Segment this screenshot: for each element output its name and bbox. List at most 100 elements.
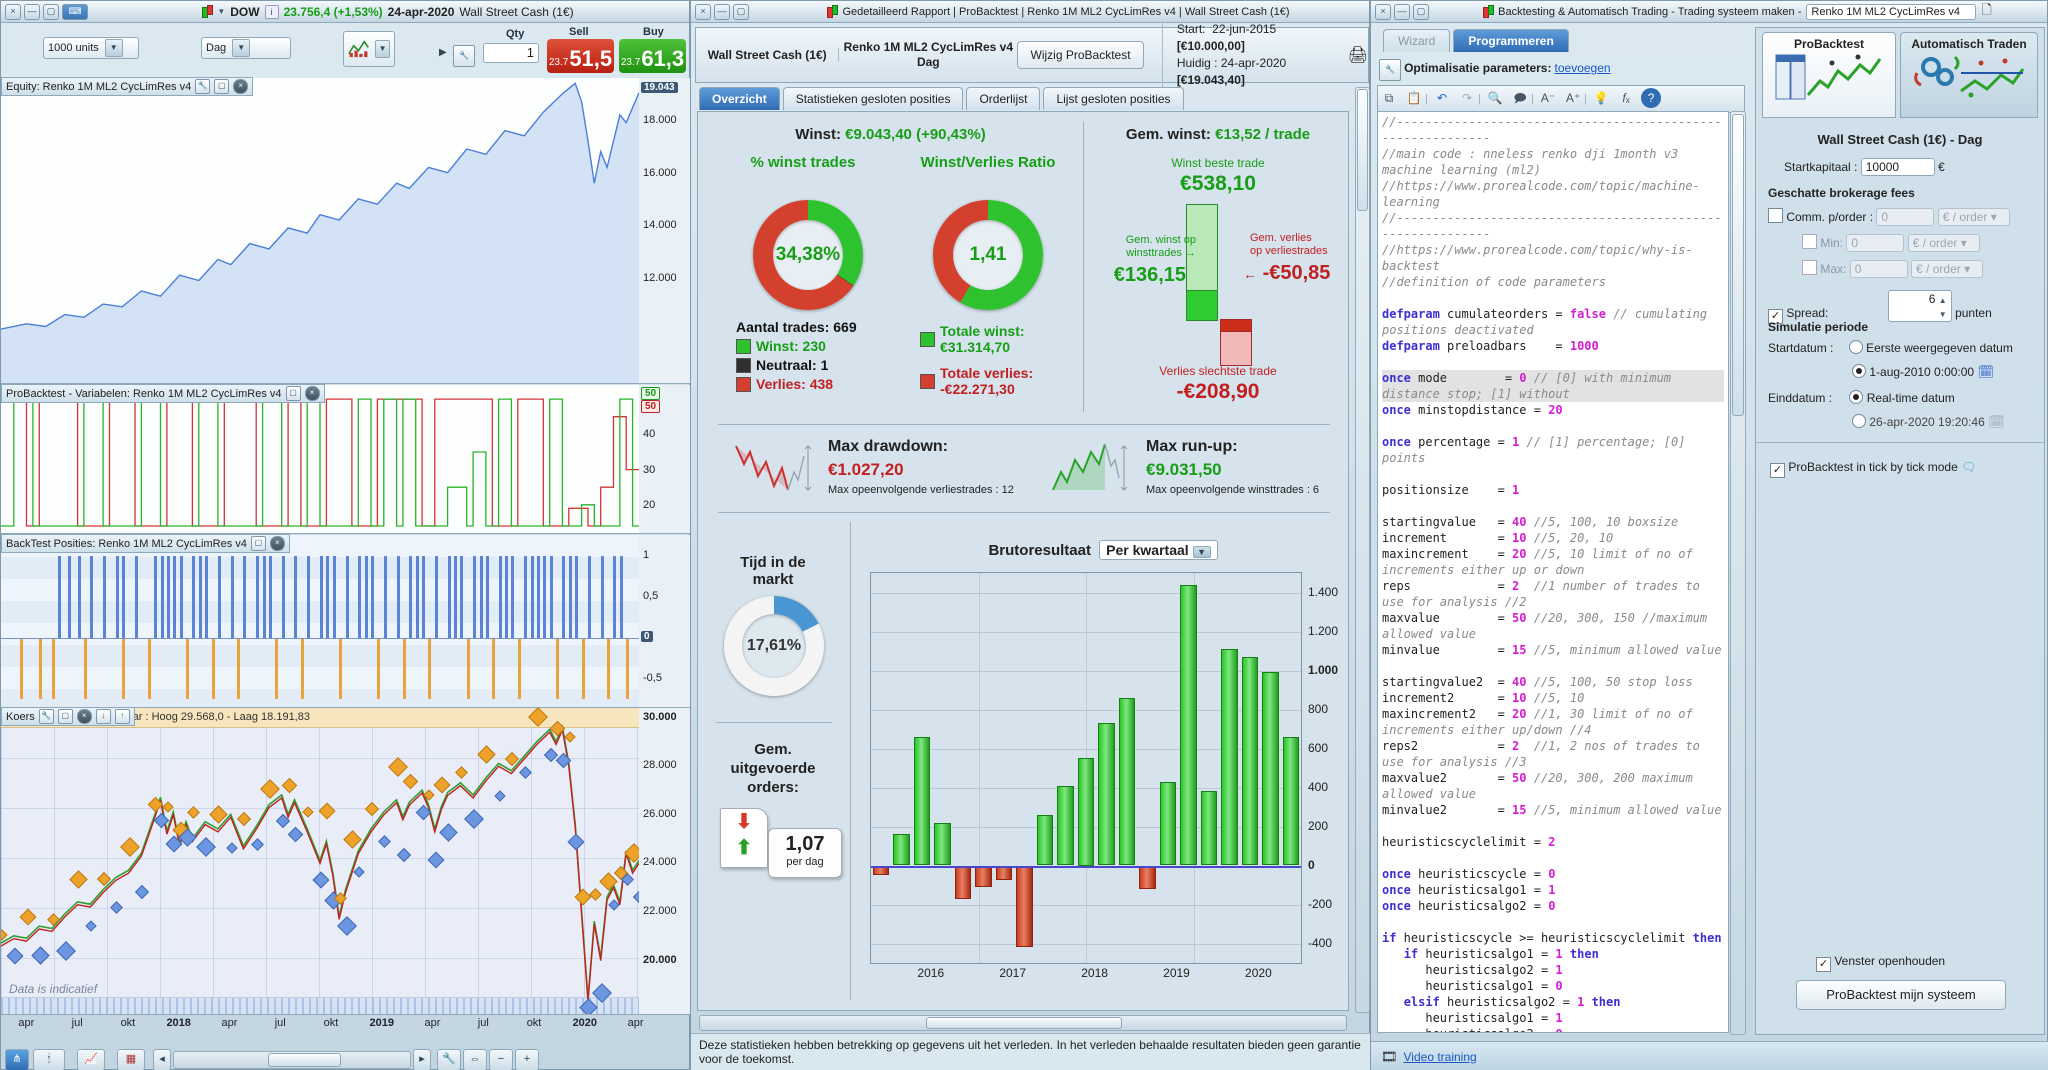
equity-chart[interactable] — [1, 78, 639, 384]
report-tab-orderlijst[interactable]: Orderlijst — [966, 87, 1041, 110]
wrench-icon[interactable]: 🔧 — [1379, 59, 1401, 81]
indicator-button[interactable]: 📈 — [77, 1049, 105, 1070]
min-checkbox[interactable] — [1802, 234, 1817, 249]
scrollbar-thumb[interactable] — [1357, 89, 1368, 211]
code-line[interactable]: //https://www.prorealcode.com/topic/why-… — [1382, 243, 1693, 273]
edit-probacktest-button[interactable]: Wijzig ProBacktest — [1017, 41, 1144, 69]
code-line[interactable]: heuristicsalgo1 = 1 — [1382, 1011, 1563, 1025]
code-line[interactable]: reps2 = 2 //1, 2 nos of trades to use fo… — [1382, 739, 1708, 769]
scrollbar-thumb[interactable] — [268, 1053, 342, 1067]
report-tab-statistieken-gesloten-posities[interactable]: Statistieken gesloten posities — [782, 87, 964, 110]
startdate-first-radio[interactable] — [1848, 340, 1863, 354]
code-line[interactable]: if heuristicscycle >= heuristicscyclelim… — [1382, 931, 1722, 945]
positions-panel-header[interactable]: BackTest Posities: Renko 1M ML2 CycLimRe… — [1, 534, 290, 553]
hint-lightbulb-icon[interactable]: 💡 — [1593, 91, 1609, 105]
timeframe-dropdown[interactable]: Dag ▼ — [201, 37, 291, 59]
close-icon[interactable]: × — [233, 79, 249, 94]
calendar-icon[interactable]: 🗓 — [1977, 364, 1994, 379]
buy-arrow-icon[interactable]: ↑ — [114, 709, 130, 724]
wrench-icon[interactable]: 🔧 — [453, 45, 475, 67]
code-line[interactable] — [1382, 658, 1724, 674]
code-line[interactable]: //definition of code parameters — [1382, 275, 1606, 289]
zoom-fit-button[interactable]: ⇔ — [463, 1049, 487, 1070]
wrench-icon[interactable]: 🔧 — [38, 709, 54, 724]
search-icon[interactable]: 🔍 — [1487, 91, 1503, 105]
enddate-custom-radio[interactable] — [1852, 414, 1866, 428]
code-editor[interactable]: //--------------------------------------… — [1377, 111, 1729, 1033]
close-icon[interactable]: × — [1375, 3, 1391, 20]
code-line[interactable]: defparam preloadbars = 1000 — [1382, 339, 1599, 353]
code-line[interactable] — [1382, 850, 1724, 866]
code-line[interactable]: heuristicsalgo1 = 0 — [1382, 979, 1563, 993]
tab-automatisch-traden[interactable]: Automatisch Traden — [1900, 32, 2038, 118]
min-unit-dropdown[interactable]: € / order ▾ — [1907, 234, 1980, 252]
code-line[interactable]: startingvalue = 40 //5, 100, 10 boxsize — [1382, 515, 1679, 529]
close-icon[interactable]: × — [304, 386, 320, 401]
code-line[interactable]: //--------------------------------------… — [1382, 115, 1722, 145]
minimize-icon[interactable]: — — [24, 3, 40, 20]
code-line[interactable]: minvalue = 15 //5, minimum allowed value — [1382, 643, 1722, 657]
time-axis-labels[interactable]: apr jul okt 2018 apr jul okt 2019 apr jul okt 2020 a… — [1, 1017, 661, 1035]
startdate-custom-radio[interactable] — [1852, 364, 1866, 378]
maximize-icon[interactable]: ▢ — [1413, 3, 1429, 20]
chart-type-button[interactable]: ▼ — [343, 31, 395, 67]
detach-icon[interactable]: ▢ — [285, 386, 301, 401]
code-line[interactable] — [1382, 914, 1724, 930]
share-button[interactable]: ⋔ — [5, 1049, 29, 1070]
minimize-icon[interactable]: — — [1394, 3, 1410, 20]
code-line[interactable] — [1382, 466, 1724, 482]
code-vscrollbar[interactable] — [1730, 111, 1746, 1035]
code-line[interactable]: heuristicsalgo2 = 0 — [1382, 1026, 1724, 1032]
font-smaller-icon[interactable]: A⁻ — [1540, 91, 1556, 105]
symbol-dropdown-caret[interactable]: ▼ — [217, 7, 226, 16]
redo-icon[interactable]: ↷ — [1462, 91, 1473, 105]
close-icon[interactable]: × — [5, 3, 21, 20]
buy-button[interactable]: 23.7 61,3 — [619, 39, 686, 73]
code-line[interactable]: reps = 2 //1 number of trades to use for… — [1382, 579, 1708, 609]
function-icon[interactable]: fₓ — [1622, 91, 1630, 105]
code-line[interactable]: //https://www.prorealcode.com/topic/mach… — [1382, 179, 1700, 209]
help-icon[interactable]: ? — [1641, 88, 1662, 108]
tab-wizard[interactable]: Wizard — [1383, 29, 1451, 52]
min-input[interactable]: 0 — [1846, 234, 1905, 252]
tab-programmeren[interactable]: Programmeren — [1453, 29, 1569, 52]
detach-icon[interactable]: ▢ — [214, 79, 230, 94]
commission-checkbox[interactable] — [1768, 208, 1783, 223]
code-line[interactable]: once heuristicsalgo1 = 1 — [1382, 883, 1556, 897]
scroll-right-button[interactable]: ▸ — [413, 1049, 431, 1070]
report-tab-lijst-gesloten-posities[interactable]: Lijst gesloten posities — [1043, 87, 1184, 110]
code-line[interactable]: increment = 10 //5, 20, 10 — [1382, 531, 1614, 545]
code-line[interactable] — [1382, 498, 1724, 514]
report-tab-overzicht[interactable]: Overzicht — [699, 87, 780, 110]
code-line[interactable]: heuristicsalgo2 = 1 — [1382, 963, 1563, 977]
scrollbar-thumb[interactable] — [926, 1017, 1122, 1029]
code-line[interactable] — [1382, 818, 1724, 834]
settings-wrench-button[interactable]: 🔧 — [437, 1049, 461, 1070]
renko-button[interactable]: ▦ — [117, 1049, 145, 1070]
code-line[interactable]: //--------------------------------------… — [1382, 211, 1722, 241]
wrench-icon[interactable]: 🔧 — [195, 79, 211, 94]
max-input[interactable]: 0 — [1849, 260, 1908, 278]
code-line[interactable]: minvalue2 = 15 //5, minimum allowed valu… — [1382, 803, 1722, 817]
order-panel-arrow[interactable]: ▶ — [439, 47, 447, 58]
run-probacktest-button[interactable]: ProBacktest mijn systeem — [1796, 980, 2006, 1010]
close-icon[interactable]: × — [695, 3, 711, 20]
minimize-icon[interactable]: — — [714, 3, 730, 20]
period-dropdown[interactable]: Per kwartaal ▼ — [1099, 540, 1218, 560]
qty-input[interactable]: 1 — [483, 43, 539, 63]
undo-icon[interactable]: ↶ — [1436, 91, 1448, 105]
vars-chart[interactable] — [1, 385, 639, 534]
scrollbar-thumb[interactable] — [1732, 114, 1744, 416]
code-line[interactable]: once mode = 0 // [0] with minimum distan… — [1382, 370, 1724, 402]
keyboard-icon[interactable]: ⌨ — [62, 3, 88, 20]
help-doc-icon[interactable]: 🗋 — [1981, 1, 1992, 17]
code-line[interactable]: once minstopdistance = 20 — [1382, 403, 1563, 417]
code-line[interactable]: if heuristicsalgo1 = 1 then — [1403, 947, 1599, 961]
tickmode-checkbox[interactable]: ✓ — [1770, 463, 1785, 478]
display-mode-button[interactable]: 🕯 — [33, 1049, 65, 1070]
close-icon[interactable]: × — [76, 709, 92, 724]
print-icon[interactable]: 🖨 — [1347, 47, 1368, 64]
code-line[interactable]: maxvalue2 = 50 //20, 300, 200 maximum al… — [1382, 771, 1700, 801]
video-training-link[interactable]: Video training — [1403, 1049, 1477, 1064]
sell-arrow-icon[interactable]: ↓ — [95, 709, 111, 724]
